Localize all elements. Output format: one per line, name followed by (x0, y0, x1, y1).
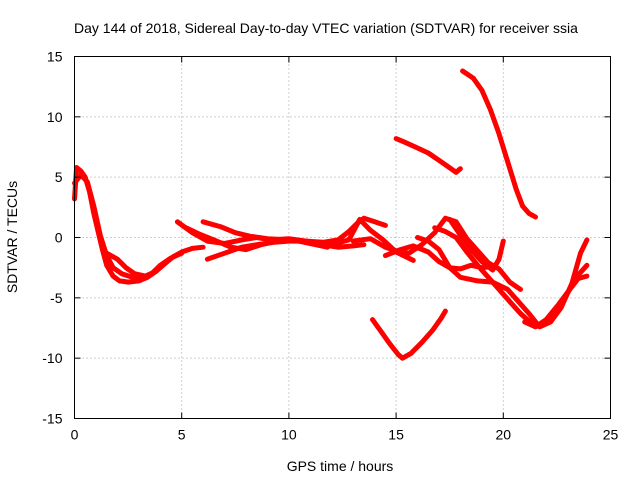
x-tick-label: 25 (603, 427, 619, 443)
series-line-s14 (460, 68, 538, 220)
x-tick-label: 10 (281, 427, 297, 443)
x-tick-label: 20 (496, 427, 512, 443)
x-tick-label: 0 (71, 427, 79, 443)
y-axis-label: SDTVAR / TECUs (4, 181, 20, 293)
y-tick-label: 10 (47, 109, 63, 125)
y-tick-label: 5 (55, 169, 63, 185)
series-line-s13 (522, 273, 590, 330)
series-line-s7 (200, 216, 416, 263)
series-line-s12 (447, 216, 506, 273)
x-tick-label: 5 (178, 427, 186, 443)
y-tick-label: -5 (50, 290, 63, 306)
axis-ticks: 0 5 10 15 20 25 -15 -10 -5 0 5 10 15 (42, 49, 618, 443)
x-tick-label: 15 (388, 427, 404, 443)
series-layer (72, 68, 590, 361)
series-line-s16 (370, 308, 448, 361)
y-tick-label: 15 (47, 49, 63, 65)
series-line-s15 (393, 136, 463, 175)
x-axis-label: GPS time / hours (287, 458, 394, 474)
series-line-s2 (72, 172, 185, 281)
chart-title: Day 144 of 2018, Sidereal Day-to-day VTE… (74, 20, 578, 36)
y-tick-label: -15 (42, 411, 62, 427)
y-tick-label: -10 (42, 350, 62, 366)
series-line-s3 (104, 250, 159, 279)
y-tick-label: 0 (55, 230, 63, 246)
